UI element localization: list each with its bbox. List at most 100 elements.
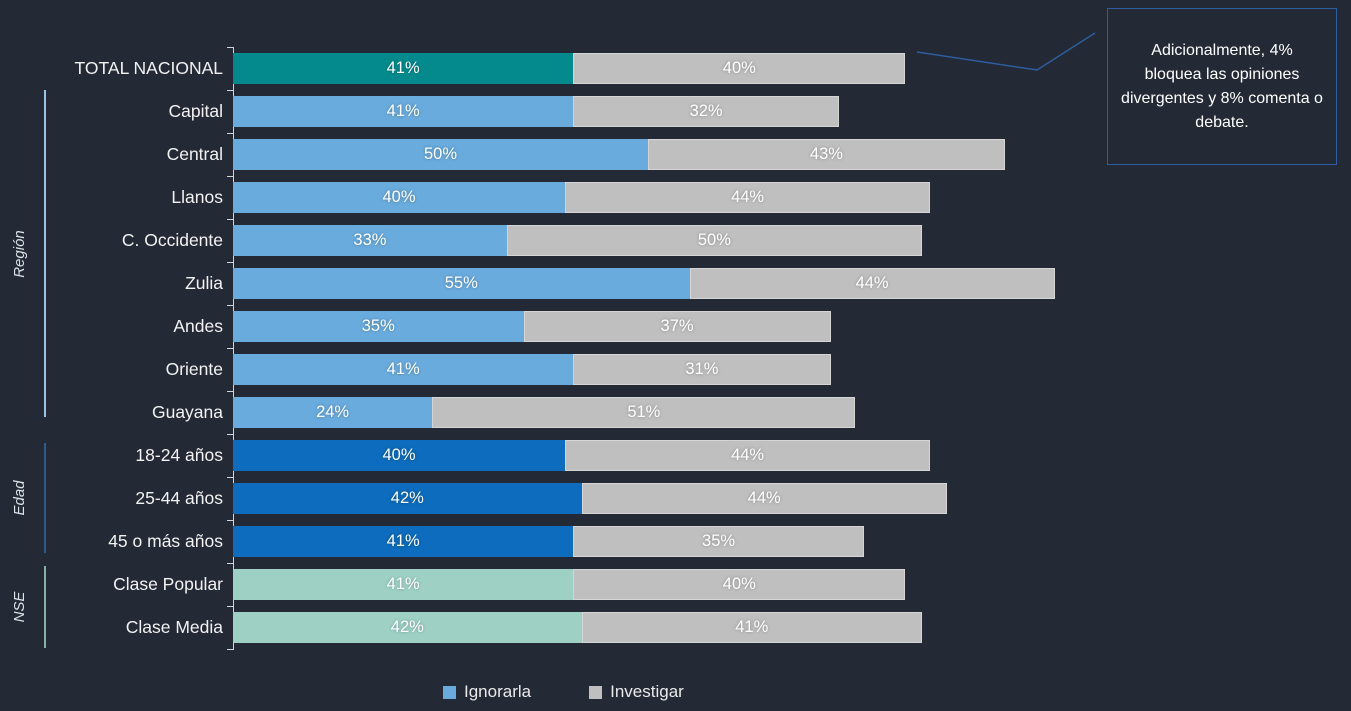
axis-tick <box>227 520 234 521</box>
bar-segment-investigar: 44% <box>689 268 1055 299</box>
bar-value-label: 40% <box>722 59 756 77</box>
bar-value-label: 55% <box>444 274 478 292</box>
bar-segment-ignorarla: 41% <box>233 96 574 127</box>
bar-segment-ignorarla: 41% <box>233 569 574 600</box>
bar-segment-ignorarla: 40% <box>233 440 565 471</box>
bar-value-label: 40% <box>382 188 416 206</box>
axis-tick <box>227 606 234 607</box>
bar-value-label: 50% <box>423 145 458 163</box>
bar-value-label: 35% <box>702 532 736 550</box>
bar-value-label: 41% <box>386 575 420 593</box>
category-label: Andes <box>173 316 223 336</box>
axis-tick <box>227 90 234 91</box>
bar-segment-ignorarla: 33% <box>233 225 507 256</box>
axis-tick <box>227 133 234 134</box>
bar-value-label: 50% <box>697 231 731 249</box>
axis-tick <box>227 649 234 650</box>
bar-segment-ignorarla: 35% <box>233 311 524 342</box>
bar-value-label: 37% <box>660 317 694 335</box>
category-label: 45 o más años <box>108 531 223 551</box>
bar-segment-investigar: 40% <box>573 53 906 84</box>
axis-tick <box>227 219 234 220</box>
bar-segment-investigar: 50% <box>506 225 922 256</box>
axis-tick <box>227 305 234 306</box>
bar-value-label: 32% <box>689 102 723 120</box>
bar-value-label: 33% <box>353 231 387 249</box>
bar-value-label: 35% <box>361 317 395 335</box>
category-label: Clase Popular <box>113 574 223 594</box>
category-label: 18-24 años <box>135 445 223 465</box>
bar-segment-investigar: 51% <box>432 397 856 428</box>
group-label-región: Región <box>11 229 28 278</box>
bar-segment-ignorarla: 41% <box>233 53 574 84</box>
legend: Ignorarla Investigar <box>443 682 684 702</box>
bar-value-label: 44% <box>731 188 765 206</box>
bar-segment-investigar: 44% <box>565 440 931 471</box>
bar-segment-investigar: 32% <box>573 96 839 127</box>
category-label: Clase Media <box>125 617 223 637</box>
legend-item-ignorarla: Ignorarla <box>443 682 531 702</box>
axis-tick <box>227 563 234 564</box>
group-bracket-región <box>44 90 46 417</box>
bar-segment-investigar: 44% <box>581 483 947 514</box>
bar-value-label: 51% <box>627 403 661 421</box>
bar-segment-investigar: 37% <box>523 311 831 342</box>
bar-segment-ignorarla: 42% <box>233 612 582 643</box>
bar-value-label: 42% <box>390 618 424 636</box>
group-label-edad: Edad <box>11 480 28 516</box>
group-bracket-nse <box>44 566 46 648</box>
bar-segment-investigar: 31% <box>573 354 831 385</box>
bar-segment-ignorarla: 41% <box>233 354 574 385</box>
axis-tick <box>227 47 234 48</box>
bar-segment-investigar: 40% <box>573 569 906 600</box>
bar-value-label: 41% <box>386 102 420 120</box>
category-label: 25-44 años <box>135 488 223 508</box>
category-label: Guayana <box>151 402 223 422</box>
category-label: Llanos <box>171 187 223 207</box>
axis-tick <box>227 434 234 435</box>
bar-value-label: 42% <box>390 489 424 507</box>
category-label: TOTAL NACIONAL <box>74 58 223 78</box>
legend-label: Ignorarla <box>464 682 532 701</box>
annotation-text: Adicionalmente, 4% bloquea las opiniones… <box>1121 41 1323 131</box>
bar-segment-ignorarla: 40% <box>233 182 565 213</box>
bar-value-label: 44% <box>747 489 781 507</box>
bar-segment-ignorarla: 42% <box>233 483 582 514</box>
bar-segment-investigar: 41% <box>581 612 922 643</box>
legend-swatch-icon <box>443 685 456 699</box>
legend-swatch-icon <box>589 685 603 699</box>
bar-value-label: 41% <box>735 618 769 636</box>
bar-segment-ignorarla: 55% <box>233 268 690 299</box>
bar-value-label: 41% <box>386 59 420 77</box>
bar-value-label: 40% <box>382 446 416 464</box>
category-label: C. Occidente <box>121 230 223 250</box>
group-label-nse: NSE <box>11 591 28 623</box>
category-label: Capital <box>168 101 223 121</box>
category-label: Oriente <box>165 359 223 379</box>
bar-value-label: 40% <box>722 575 756 593</box>
axis-tick <box>227 391 234 392</box>
bar-value-label: 44% <box>731 446 765 464</box>
bar-value-label: 24% <box>316 403 350 421</box>
legend-label: Investigar <box>610 682 684 701</box>
annotation-box: Adicionalmente, 4% bloquea las opiniones… <box>1107 8 1337 165</box>
group-bracket-edad <box>44 443 46 553</box>
bar-value-label: 41% <box>386 532 420 550</box>
bar-segment-ignorarla: 24% <box>233 397 433 428</box>
bar-value-label: 44% <box>855 274 889 292</box>
bar-segment-ignorarla: 50% <box>233 139 648 170</box>
bar-segment-investigar: 44% <box>565 182 931 213</box>
category-label: Central <box>166 144 223 164</box>
bar-segment-ignorarla: 41% <box>233 526 574 557</box>
legend-item-investigar: Investigar <box>589 682 684 702</box>
axis-tick <box>227 477 234 478</box>
bar-segment-investigar: 35% <box>573 526 864 557</box>
axis-tick <box>227 348 234 349</box>
axis-tick <box>227 176 234 177</box>
category-label: Zulia <box>185 273 223 293</box>
axis-tick <box>227 262 234 263</box>
bar-value-label: 31% <box>685 360 719 378</box>
bar-value-label: 41% <box>386 360 420 378</box>
bar-segment-investigar: 43% <box>648 139 1005 170</box>
